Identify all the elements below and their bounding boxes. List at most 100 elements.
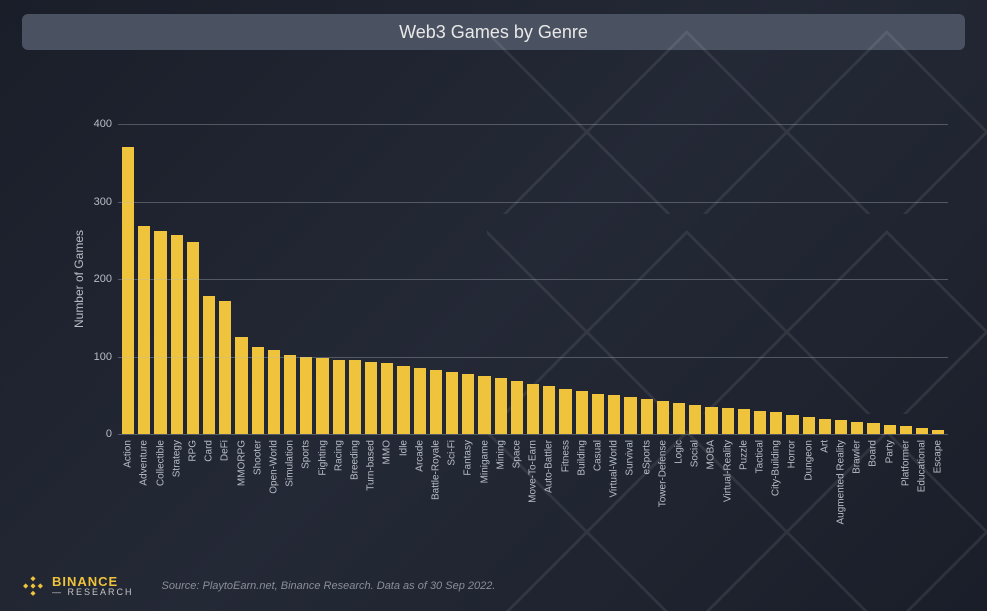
x-tick-label: eSports xyxy=(641,440,652,474)
x-tick-label: Escape xyxy=(933,440,944,473)
bar xyxy=(786,415,798,434)
bar xyxy=(268,350,280,434)
bar xyxy=(316,358,328,434)
bar xyxy=(397,366,409,434)
x-tick-label: Board xyxy=(868,440,879,467)
bar xyxy=(381,363,393,434)
x-tick-label: Social xyxy=(690,440,701,467)
x-tick-label: MOBA xyxy=(706,440,717,469)
grid-line xyxy=(118,124,948,125)
x-tick-label: Party xyxy=(884,440,895,463)
x-tick-label: RPG xyxy=(187,440,198,462)
x-tick-label: Educational xyxy=(917,440,928,492)
x-tick-label: Casual xyxy=(592,440,603,471)
bar xyxy=(867,423,879,434)
bar xyxy=(365,362,377,434)
bar xyxy=(171,235,183,434)
bar xyxy=(543,386,555,434)
x-tick-label: Logic xyxy=(674,440,685,464)
x-tick-label: Space xyxy=(511,440,522,468)
bar xyxy=(884,425,896,434)
bar xyxy=(122,147,134,434)
x-tick-label: Minigame xyxy=(479,440,490,483)
x-tick-label: Augmented Reality xyxy=(836,440,847,525)
bar xyxy=(641,399,653,434)
bar xyxy=(722,408,734,434)
bar xyxy=(333,360,345,434)
x-tick-label: Horror xyxy=(787,440,798,468)
bar xyxy=(349,360,361,434)
bar xyxy=(284,355,296,434)
y-tick-label: 200 xyxy=(78,273,112,285)
x-tick-label: Battle-Royale xyxy=(430,440,441,500)
bar xyxy=(770,412,782,434)
bar xyxy=(559,389,571,434)
bar xyxy=(430,370,442,434)
bar xyxy=(657,401,669,434)
bar xyxy=(754,411,766,434)
x-tick-label: Survival xyxy=(625,440,636,476)
bar xyxy=(689,405,701,434)
x-tick-label: Arcade xyxy=(414,440,425,472)
chart-area: Number of Games ActionAdventureCollectib… xyxy=(60,94,960,534)
grid-line xyxy=(118,279,948,280)
x-tick-label: Sports xyxy=(301,440,312,469)
bar xyxy=(851,422,863,434)
binance-icon xyxy=(22,575,44,597)
grid-line xyxy=(118,434,948,435)
bar xyxy=(187,242,199,434)
footer: BINANCE — RESEARCH Source: PlaytoEarn.ne… xyxy=(22,575,495,597)
x-tick-label: Collectible xyxy=(155,440,166,486)
x-tick-label: Tower-Defense xyxy=(657,440,668,507)
logo-text: BINANCE — RESEARCH xyxy=(52,575,134,597)
chart-title-bar: Web3 Games by Genre xyxy=(22,14,965,50)
bar xyxy=(738,409,750,434)
bar xyxy=(235,337,247,434)
x-tick-label: DeFi xyxy=(220,440,231,461)
x-tick-label: Building xyxy=(576,440,587,476)
y-tick-label: 0 xyxy=(78,428,112,440)
x-tick-label: MMO xyxy=(382,440,393,464)
x-tick-label: Virtual-Reality xyxy=(722,440,733,502)
x-tick-label: Tactical xyxy=(755,440,766,473)
bar xyxy=(673,403,685,434)
x-tick-label: Action xyxy=(123,440,134,468)
y-tick-label: 100 xyxy=(78,351,112,363)
bar xyxy=(203,296,215,434)
x-tick-label: Mining xyxy=(495,440,506,469)
x-tick-label: Breeding xyxy=(349,440,360,480)
x-tick-label: Puzzle xyxy=(738,440,749,470)
x-tick-label: Adventure xyxy=(139,440,150,486)
brand-logo: BINANCE — RESEARCH xyxy=(22,575,134,597)
bar xyxy=(900,426,912,434)
logo-sub-text: — RESEARCH xyxy=(52,588,134,597)
bar xyxy=(414,368,426,434)
bar xyxy=(511,381,523,434)
x-tick-label: Open-World xyxy=(268,440,279,494)
bar xyxy=(705,407,717,434)
bar xyxy=(154,231,166,434)
x-tick-label: Auto-Battler xyxy=(544,440,555,493)
x-tick-label: Fighting xyxy=(317,440,328,476)
bar xyxy=(819,419,831,435)
plot-region: ActionAdventureCollectibleStrategyRPGCar… xyxy=(118,124,948,434)
x-tick-label: Idle xyxy=(398,440,409,456)
x-tick-label: Strategy xyxy=(171,440,182,477)
bar xyxy=(803,417,815,434)
x-tick-label: Racing xyxy=(333,440,344,471)
bar xyxy=(608,395,620,434)
bar xyxy=(592,394,604,434)
x-tick-label: Fitness xyxy=(560,440,571,472)
bar xyxy=(138,226,150,434)
bar xyxy=(446,372,458,434)
bar xyxy=(300,357,312,435)
bar xyxy=(219,301,231,434)
x-tick-label: Virtual-World xyxy=(609,440,620,497)
x-tick-label: Platformer xyxy=(900,440,911,486)
bar xyxy=(495,378,507,434)
grid-line xyxy=(118,202,948,203)
x-tick-label: Sci-Fi xyxy=(447,440,458,466)
x-tick-label: MMORPG xyxy=(236,440,247,486)
bar xyxy=(576,391,588,434)
x-tick-label: Dungeon xyxy=(803,440,814,481)
